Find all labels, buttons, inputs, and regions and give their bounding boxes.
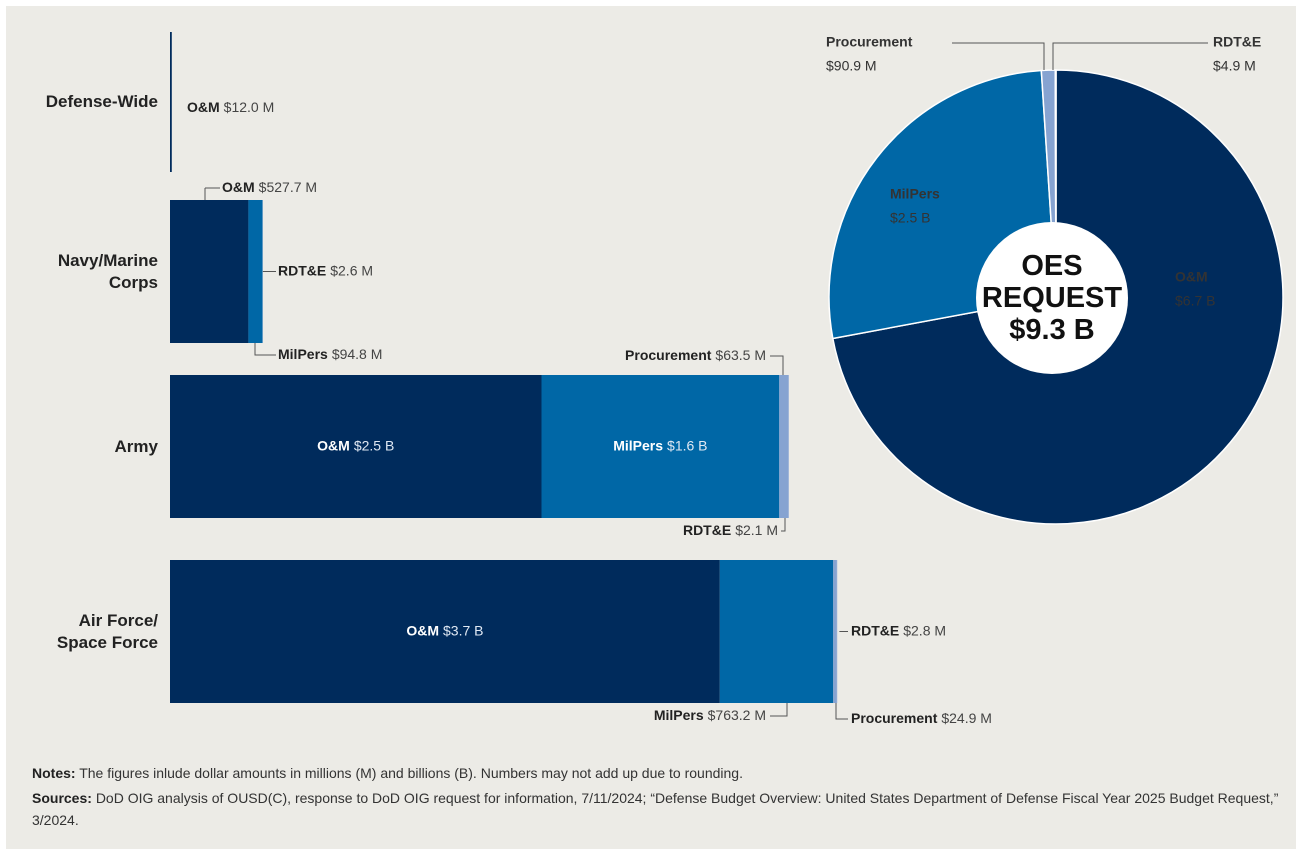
segment-name: RDT&E (683, 522, 731, 538)
sources: Sources: DoD OIG analysis of OUSD(C), re… (32, 787, 1282, 831)
sources-label: Sources: (32, 790, 92, 806)
segment-name: O&M (317, 437, 350, 453)
leader-line (835, 703, 848, 720)
segment-value: $527.7 M (259, 179, 317, 195)
leader-line (781, 518, 786, 532)
notes: Notes: The figures inlude dollar amounts… (32, 762, 1282, 784)
bar-segment (833, 560, 837, 703)
slice-value: $90.9 M (826, 58, 877, 74)
segment-value: $763.2 M (708, 707, 766, 723)
category-label: Army (114, 436, 158, 456)
slice-name: MilPers (890, 186, 940, 202)
slice-value: $4.9 M (1213, 58, 1256, 74)
bar-segment (248, 200, 263, 343)
segment-value: $94.8 M (332, 346, 383, 362)
bar-segment (170, 200, 249, 343)
bar-segment (170, 375, 542, 518)
segment-value: $1.6 B (667, 437, 707, 453)
sources-text: DoD OIG analysis of OUSD(C), response to… (32, 790, 1279, 828)
segment-name: MilPers (654, 707, 704, 723)
bar-segment (779, 375, 789, 518)
segment-name: MilPers (613, 437, 663, 453)
category-label: Air Force/ Space Force (56, 610, 158, 652)
segment-value: $24.9 M (941, 710, 992, 726)
segment-label: MilPers $94.8 M (278, 346, 382, 362)
segment-label: RDT&E $2.1 M (683, 522, 778, 538)
segment-name: Procurement (625, 347, 712, 363)
segment-label: RDT&E $2.6 M (278, 262, 373, 278)
donut-hole (976, 222, 1128, 374)
bar-segment (170, 560, 720, 703)
leader-line (952, 42, 1045, 70)
slice-name: Procurement (826, 34, 913, 50)
segment-value: $63.5 M (715, 347, 766, 363)
segment-label: O&M $2.5 B (317, 437, 394, 453)
segment-name: RDT&E (278, 262, 326, 278)
segment-value: $2.1 M (735, 522, 778, 538)
leader-line (1052, 42, 1208, 70)
segment-label: O&M $527.7 M (222, 179, 317, 195)
segment-name: O&M (406, 622, 439, 638)
infographic: O&M $12.0 M O&M $527.7 M MilPers $94.8 M RDT&E… (6, 6, 1296, 849)
segment-name: Procurement (851, 710, 938, 726)
segment-name: O&M (222, 179, 255, 195)
segment-value: $12.0 M (224, 99, 275, 115)
bar-segment (170, 32, 172, 172)
segment-name: MilPers (278, 346, 328, 362)
category-label: Defense-Wide (45, 92, 158, 111)
bar-segment (541, 375, 780, 518)
segment-value: $2.8 M (903, 622, 946, 638)
segment-label: Procurement $63.5 M (625, 347, 766, 363)
segment-name: RDT&E (851, 622, 899, 638)
segment-label: RDT&E $2.8 M (851, 622, 946, 638)
slice-name: O&M (1175, 269, 1208, 285)
leader-line (770, 355, 784, 375)
bar-segment (719, 560, 834, 703)
leader-line (770, 703, 788, 717)
slice-name: RDT&E (1213, 34, 1261, 50)
category-label: Navy/Marine Corps (57, 250, 158, 292)
segment-label: O&M $12.0 M (187, 99, 274, 115)
slice-value: $2.5 B (890, 210, 930, 226)
segment-value: $2.5 B (354, 437, 394, 453)
donut-center-title: OES REQUEST $9.3 B (981, 250, 1123, 346)
segment-label: O&M $3.7 B (406, 622, 483, 638)
notes-text: The figures inlude dollar amounts in mil… (79, 765, 743, 781)
segment-value: $2.6 M (330, 262, 373, 278)
slice-value: $6.7 B (1175, 293, 1215, 309)
segment-label: MilPers $763.2 M (654, 707, 766, 723)
segment-value: $3.7 B (443, 622, 483, 638)
notes-label: Notes: (32, 765, 76, 781)
segment-label: Procurement $24.9 M (851, 710, 992, 726)
leader-line (254, 343, 276, 356)
segment-name: O&M (187, 99, 220, 115)
segment-label: MilPers $1.6 B (613, 437, 707, 453)
